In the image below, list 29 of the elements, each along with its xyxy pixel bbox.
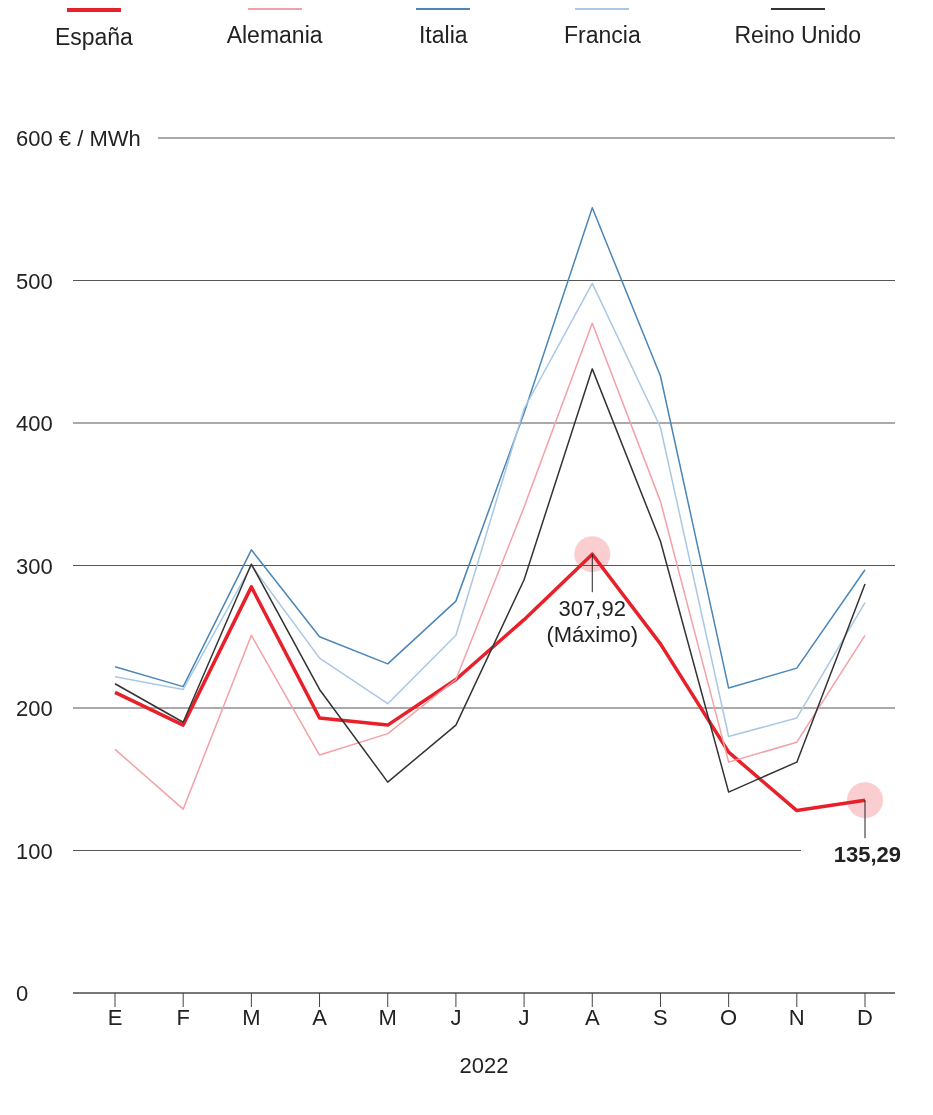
data-label: 307,92 (Máximo) bbox=[546, 596, 639, 648]
x-tick-label: J bbox=[450, 1004, 462, 1030]
legend-label: España bbox=[54, 24, 133, 51]
x-tick-label: D bbox=[857, 1004, 873, 1030]
x-tick-label: O bbox=[720, 1004, 738, 1030]
y-tick-label: 300 bbox=[16, 553, 53, 579]
x-tick-label: S bbox=[653, 1004, 668, 1030]
x-tick-label: N bbox=[788, 1004, 805, 1030]
x-tick-label: M bbox=[242, 1004, 261, 1030]
y-tick-label: 400 bbox=[16, 411, 53, 436]
line-series bbox=[114, 282, 866, 738]
x-axis-title: 2022 bbox=[459, 1053, 509, 1078]
y-tick-label: 600 € / MWh bbox=[16, 126, 141, 151]
x-tick-label: F bbox=[176, 1004, 190, 1030]
y-tick-label: 100 bbox=[16, 838, 53, 864]
x-tick-label: E bbox=[107, 1004, 123, 1030]
legend-label: Francia bbox=[564, 21, 641, 49]
x-tick-label: A bbox=[312, 1004, 328, 1030]
line-series bbox=[114, 207, 866, 689]
y-tick-label: 200 bbox=[16, 696, 53, 721]
legend-label: Italia bbox=[418, 21, 468, 49]
y-tick-label: 500 bbox=[16, 268, 53, 294]
legend-label: Alemania bbox=[226, 21, 323, 49]
x-tick-label: M bbox=[378, 1004, 397, 1030]
x-tick-label: A bbox=[584, 1004, 600, 1030]
data-label: 135,29 bbox=[833, 842, 901, 868]
y-tick-label: 0 bbox=[16, 981, 29, 1006]
x-tick-label: J bbox=[518, 1004, 530, 1030]
legend-label: Reino Unido bbox=[734, 21, 862, 49]
